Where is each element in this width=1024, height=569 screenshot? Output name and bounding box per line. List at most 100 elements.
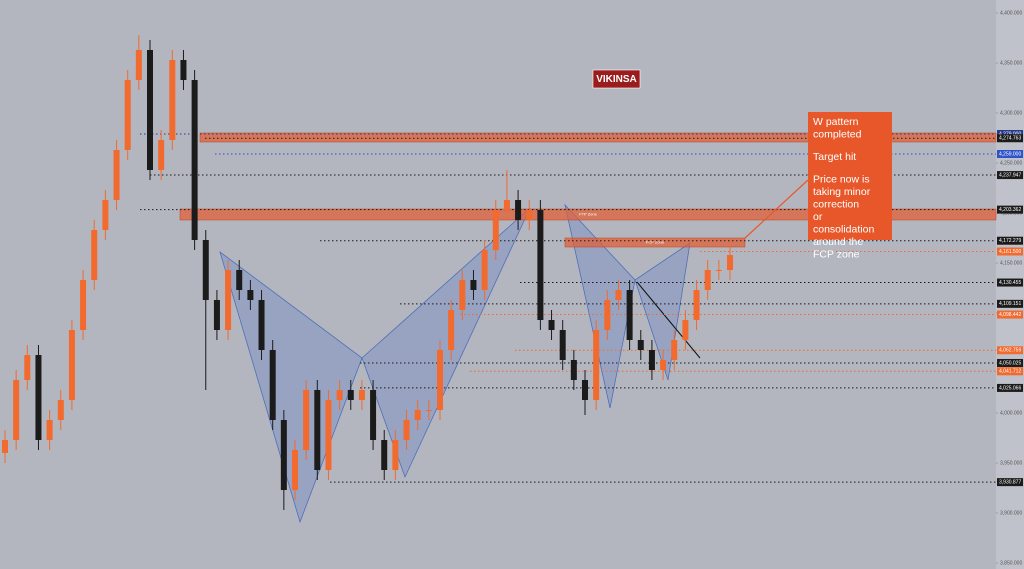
candle-body xyxy=(615,290,622,300)
candle-body xyxy=(637,340,644,350)
level-tag xyxy=(997,278,1023,287)
candle-body xyxy=(24,355,31,380)
candle-body xyxy=(604,300,611,330)
candle-body xyxy=(225,270,232,330)
candle-body xyxy=(570,360,577,380)
level-label: 4,259.000 xyxy=(999,151,1021,157)
zone-label: FTP Zone xyxy=(579,212,597,217)
candle-body xyxy=(213,300,220,330)
candle-body xyxy=(236,270,243,290)
annotation: W pattern completed Target hit Price now is… xyxy=(813,116,874,261)
candle-body xyxy=(336,390,343,400)
candle-body xyxy=(660,360,667,370)
candle-body xyxy=(158,140,165,170)
level-label: 4,041.712 xyxy=(999,369,1021,375)
y-tick-label: 4,350.000 xyxy=(1000,60,1022,66)
candle-body xyxy=(492,210,499,250)
candle-body xyxy=(80,280,87,330)
candle-body xyxy=(169,60,176,140)
candle-body xyxy=(68,330,75,400)
candle-body xyxy=(448,310,455,350)
level-label: 4,098.442 xyxy=(999,312,1021,318)
y-tick-label: 3,850.000 xyxy=(1000,560,1022,566)
candle-body xyxy=(370,390,377,440)
candle-body xyxy=(347,390,354,400)
candle-body xyxy=(269,350,276,420)
level-label: 4,062.759 xyxy=(999,348,1021,354)
candle-body xyxy=(358,390,365,400)
level-tag xyxy=(997,134,1023,143)
y-tick-label: 3,950.000 xyxy=(1000,460,1022,466)
candle-body xyxy=(537,210,544,320)
level-label: 3,930.877 xyxy=(999,479,1021,485)
candle-body xyxy=(124,80,131,150)
pattern-triangle xyxy=(361,207,531,479)
candle-body xyxy=(671,340,678,360)
candle-body xyxy=(113,150,120,200)
candle-body xyxy=(459,280,466,310)
candle-body xyxy=(425,410,432,411)
callout-line xyxy=(744,179,809,239)
level-tag xyxy=(997,130,1023,138)
annotation-text: Price now is taking minor correction or cons… xyxy=(813,173,874,260)
level-tag xyxy=(997,299,1023,308)
candle-body xyxy=(548,320,555,330)
level-label: 4,237.947 xyxy=(999,172,1021,178)
candle-body xyxy=(392,440,399,470)
candle-body xyxy=(526,210,533,220)
level-label: 4,203.362 xyxy=(999,207,1021,213)
harmonic-patterns xyxy=(219,203,691,524)
zone xyxy=(199,132,997,143)
candle-body xyxy=(648,350,655,370)
candle-body xyxy=(46,420,53,440)
candle-body xyxy=(247,290,254,300)
badge: VIKINSA xyxy=(596,74,637,85)
level-tag xyxy=(997,478,1023,487)
candle-body xyxy=(593,330,600,400)
level-label: 4,274.763 xyxy=(999,136,1021,142)
candle-body xyxy=(582,380,588,400)
level-label: 4,109.151 xyxy=(999,301,1021,307)
candle-body xyxy=(626,290,633,340)
candle-body xyxy=(682,320,689,340)
level-tag xyxy=(997,236,1023,245)
zone xyxy=(179,208,997,221)
candle-body xyxy=(180,60,187,80)
level-tag xyxy=(997,346,1023,355)
candle-body xyxy=(280,420,287,490)
level-label: 4,025.066 xyxy=(999,385,1021,391)
candle-body xyxy=(403,420,410,440)
level-tag xyxy=(997,150,1023,158)
y-tick-label: 4,150.000 xyxy=(1000,260,1022,266)
candle-body xyxy=(57,400,64,420)
zone-label: FCP Zone xyxy=(646,240,665,245)
candle-body xyxy=(515,200,522,220)
pattern-triangle xyxy=(219,250,363,524)
level-tag xyxy=(997,205,1023,214)
y-tick-label: 3,900.000 xyxy=(1000,510,1022,516)
level-tag xyxy=(997,247,1023,256)
badge-box xyxy=(592,69,641,89)
candle-body xyxy=(715,270,722,271)
pattern-triangle xyxy=(634,242,691,381)
candle-body xyxy=(102,200,109,230)
candle-body xyxy=(470,280,477,290)
candle-body xyxy=(325,400,332,470)
candle-body xyxy=(13,380,20,440)
y-tick-label: 4,400.000 xyxy=(1000,10,1022,16)
candle-body xyxy=(559,330,566,360)
level-tag xyxy=(997,171,1023,180)
y-tick-label: 4,000.000 xyxy=(1000,410,1022,416)
y-tick-label: 4,250.000 xyxy=(1000,160,1022,166)
annotation-text: Target hit xyxy=(813,151,856,163)
level-tag xyxy=(997,383,1023,392)
candle-body xyxy=(314,390,321,470)
level-label: 4,050.025 xyxy=(999,360,1021,366)
candle-body xyxy=(191,80,198,240)
candle-body xyxy=(704,270,711,290)
level-tag xyxy=(997,367,1023,376)
candle-body xyxy=(693,290,700,320)
trend-line xyxy=(636,281,701,359)
